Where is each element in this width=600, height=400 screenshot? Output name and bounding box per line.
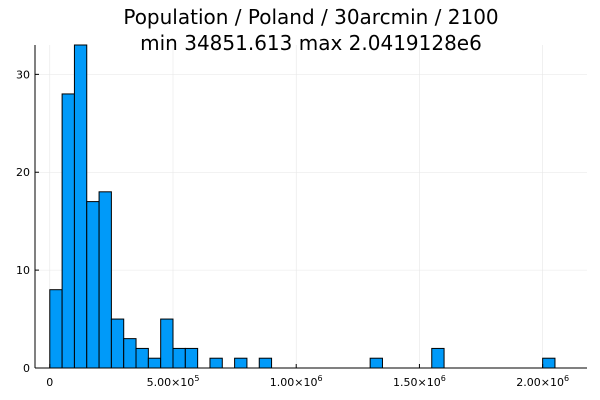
histogram-bar <box>98 191 112 369</box>
histogram-bar <box>73 44 88 369</box>
histogram-bar <box>86 201 100 369</box>
x-axis-ticks: 0 5.00×105 1.00×106 1.50×106 2.00×106 <box>46 364 569 389</box>
chart-title: Population / Poland / 30arcmin / 2100 <box>123 5 498 29</box>
histogram-bar <box>110 318 125 369</box>
histogram-bar <box>369 357 383 369</box>
histogram-bar <box>258 357 273 369</box>
histogram-bar <box>431 347 445 369</box>
x-tick-label: 1.50×106 <box>393 374 446 389</box>
histogram-bar <box>160 318 174 369</box>
histogram-bar <box>135 347 149 369</box>
histogram-bars <box>49 44 556 369</box>
histogram-bar <box>234 357 248 369</box>
histogram-bar <box>542 357 556 369</box>
y-tick-label: 10 <box>16 264 30 277</box>
histogram-bar <box>172 347 186 369</box>
histogram-bar <box>147 357 162 369</box>
y-tick-label: 20 <box>16 166 30 179</box>
x-tick-label: 5.00×105 <box>147 374 200 389</box>
histogram-bar <box>61 93 75 369</box>
x-tick-label: 0 <box>46 376 53 389</box>
axes <box>34 45 587 369</box>
y-tick-label: 30 <box>16 68 30 81</box>
x-tick-label: 2.00×106 <box>516 374 569 389</box>
histogram-bar <box>209 357 223 369</box>
histogram-bar <box>184 347 199 369</box>
histogram-bar <box>123 338 137 369</box>
chart-subtitle: min 34851.613 max 2.0419128e6 <box>140 31 482 55</box>
y-axis-ticks: 0 10 20 30 <box>16 68 39 375</box>
histogram-bar <box>49 289 63 369</box>
x-tick-label: 1.00×106 <box>270 374 323 389</box>
y-tick-label: 0 <box>23 362 30 375</box>
